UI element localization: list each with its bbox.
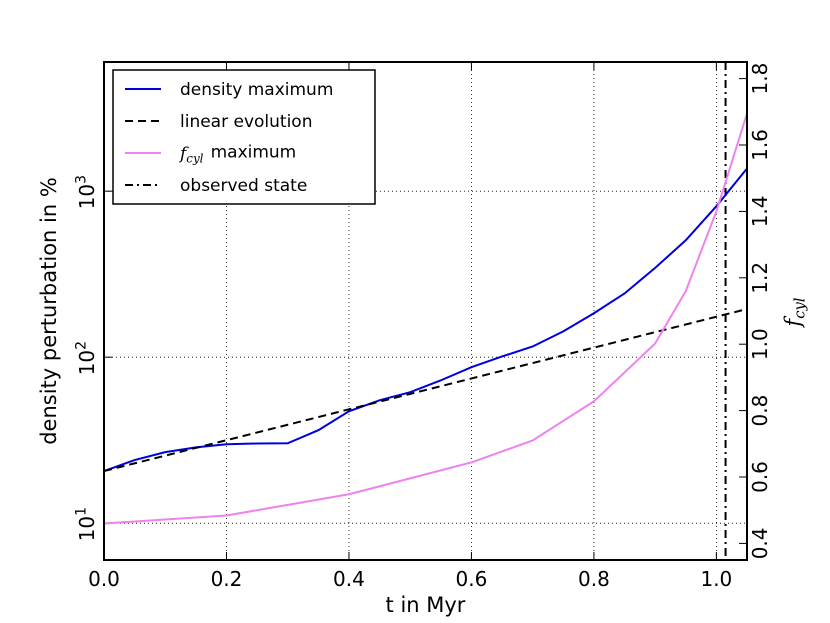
legend-label: observed state — [180, 176, 307, 196]
y2-tick-label: 1.8 — [748, 63, 772, 95]
y2-tick-label: 0.4 — [748, 527, 772, 559]
y2-tick-label: 1.4 — [748, 195, 772, 227]
x-tick-label: 0.6 — [456, 567, 488, 591]
x-tick-label: 0.8 — [578, 567, 610, 591]
y-tick-label: 101 — [74, 505, 103, 541]
x-tick-label: 0.2 — [211, 567, 243, 591]
legend-label: linear evolution — [180, 112, 312, 132]
series-line — [103, 113, 748, 525]
x-tick-label: 1.0 — [700, 567, 732, 591]
x-axis-label: t in Myr — [386, 593, 466, 617]
axes-frame — [103, 61, 748, 561]
x-tick-label: 0.4 — [333, 567, 365, 591]
legend-label: density maximum — [180, 80, 333, 100]
y2-tick-label: 0.6 — [748, 461, 772, 493]
y2-axis-label: fcyl — [779, 295, 808, 328]
y-tick-label: 103 — [74, 173, 103, 209]
legend-box — [112, 69, 376, 205]
y-axis-label: density perturbation in % — [37, 177, 61, 445]
y-tick-label: 102 — [74, 339, 103, 375]
y2-tick-label: 0.8 — [748, 395, 772, 427]
series-line — [103, 308, 748, 473]
y2-tick-label: 1.2 — [748, 262, 772, 294]
series-line — [103, 167, 748, 473]
x-tick-label: 0.0 — [88, 567, 120, 591]
legend-label: fcyl maximum — [178, 142, 296, 165]
y2-tick-label: 1.0 — [748, 328, 772, 360]
y2-tick-label: 1.6 — [748, 129, 772, 161]
